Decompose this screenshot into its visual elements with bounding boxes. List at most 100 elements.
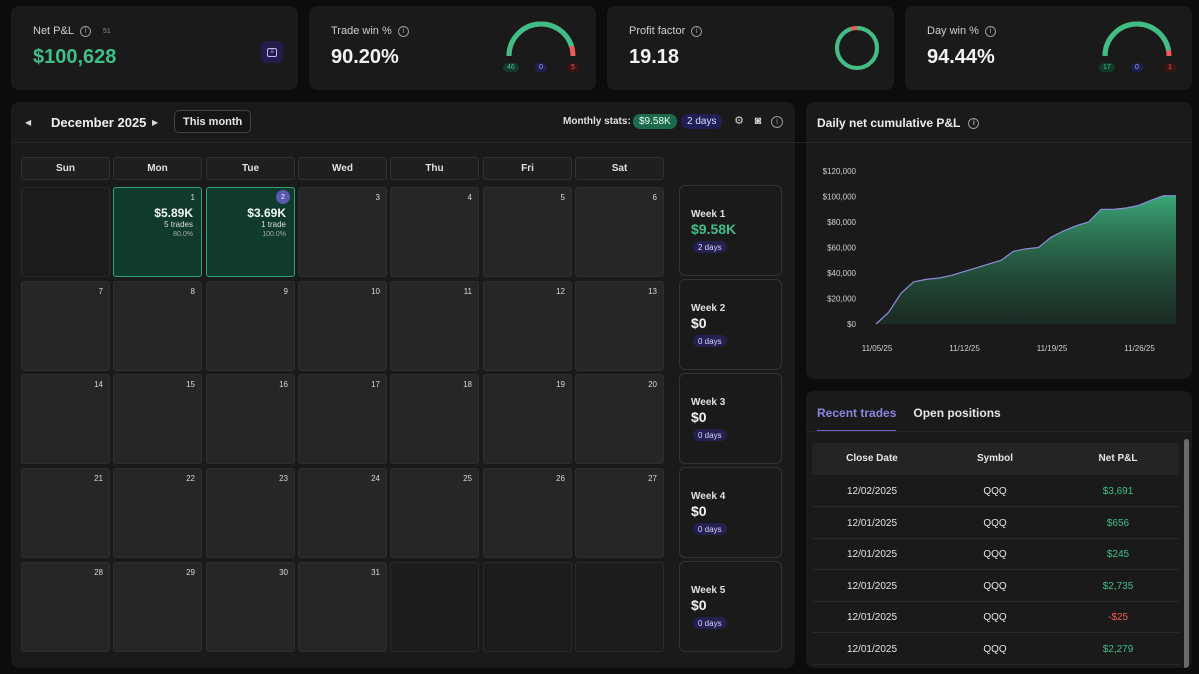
week-label: Week 4 xyxy=(691,491,726,502)
gauge-win-arc xyxy=(1102,21,1171,57)
tab-open-positions[interactable]: Open positions xyxy=(913,406,1001,420)
calendar-day-7[interactable]: 7 xyxy=(21,281,110,371)
kpi-label-row: Net P&L i 51 xyxy=(33,25,111,37)
calendar-day-15[interactable]: 15 xyxy=(113,374,202,464)
day-trade-count: 1 trade xyxy=(261,220,286,229)
table-row[interactable]: 12/01/2025 QQQ $656 xyxy=(812,508,1179,539)
y-tick-label: $60,000 xyxy=(827,244,856,253)
day-number: 23 xyxy=(279,474,288,483)
calendar-day-9[interactable]: 9 xyxy=(206,281,295,371)
weekday-header-thu: Thu xyxy=(390,157,479,180)
table-row[interactable]: 12/01/2025 QQQ -$25 xyxy=(812,602,1179,634)
table-row[interactable]: 12/01/2025 QQQ $2,735 xyxy=(812,571,1179,602)
day-number: 24 xyxy=(371,474,380,483)
calendar-day-empty xyxy=(575,562,664,652)
table-row[interactable]: 12/01/2025 QQQ $245 xyxy=(812,539,1179,571)
calendar-day-27[interactable]: 27 xyxy=(575,468,664,558)
calendar-day-14[interactable]: 14 xyxy=(21,374,110,464)
calendar-day-29[interactable]: 29 xyxy=(113,562,202,652)
day-number: 27 xyxy=(648,474,657,483)
week-days-badge: 0 days xyxy=(693,429,727,441)
settings-gear-icon[interactable]: ⚙ xyxy=(734,115,744,127)
info-icon[interactable]: i xyxy=(691,25,703,37)
kpi-label-row: Day win % i xyxy=(927,25,996,37)
cell-pnl: $2,279 xyxy=(1102,644,1134,655)
calendar-header: ◀ December 2025 ▶ This month Monthly sta… xyxy=(11,102,794,142)
trades-scrollbar[interactable] xyxy=(1184,439,1189,668)
week-summary-2[interactable]: Week 2 $0 0 days xyxy=(679,279,782,370)
x-tick-label: 11/19/25 xyxy=(1037,344,1068,353)
info-icon[interactable]: i xyxy=(984,25,996,37)
cell-pnl: -$25 xyxy=(1107,612,1128,624)
week-pnl: $9.58K xyxy=(691,221,737,237)
calendar-day-18[interactable]: 18 xyxy=(390,374,479,464)
calendar-day-23[interactable]: 23 xyxy=(206,468,295,558)
calendar-day-31[interactable]: 31 xyxy=(298,562,387,652)
cumulative-pnl-chart: $0 $20,000 $40,000 $60,000 $80,000 $100,000 $1… xyxy=(823,167,1176,353)
col-net-pnl[interactable]: Net P&L xyxy=(1098,453,1138,464)
calendar-day-13[interactable]: 13 xyxy=(575,281,664,371)
trades-tabs: Recent trades Open positions xyxy=(817,406,1001,432)
x-tick-label: 11/05/25 xyxy=(862,344,893,353)
y-tick-label: $40,000 xyxy=(827,269,856,278)
week-summary-5[interactable]: Week 5 $0 0 days xyxy=(679,561,782,652)
day-number: 13 xyxy=(648,287,657,296)
info-icon[interactable]: i xyxy=(397,25,409,37)
calendar-day-2[interactable]: 2 $3.69K 1 trade 100.0% xyxy=(206,187,295,277)
report-button[interactable]: ≡ xyxy=(261,41,283,63)
tab-recent-trades[interactable]: Recent trades xyxy=(817,406,897,432)
calendar-day-24[interactable]: 24 xyxy=(298,468,387,558)
calendar-day-3[interactable]: 3 xyxy=(298,187,387,277)
week-label: Week 5 xyxy=(691,585,726,596)
calendar-day-19[interactable]: 19 xyxy=(483,374,572,464)
info-icon[interactable]: i xyxy=(968,117,980,129)
week-summary-3[interactable]: Week 3 $0 0 days xyxy=(679,373,782,464)
calendar-day-10[interactable]: 10 xyxy=(298,281,387,371)
win-count-pill: 17 xyxy=(1099,63,1115,72)
month-title: December 2025 xyxy=(51,115,147,130)
cell-symbol: QQQ xyxy=(983,612,1007,624)
cell-symbol: QQQ xyxy=(983,486,1007,497)
prev-month-icon[interactable]: ◀ xyxy=(25,118,32,127)
week-pnl: $0 xyxy=(691,503,707,519)
table-row[interactable]: 12/02/2025 QQQ $3,691 xyxy=(812,476,1179,507)
col-close-date[interactable]: Close Date xyxy=(846,453,898,464)
table-row[interactable]: 12/01/2025 QQQ $2,279 xyxy=(812,634,1179,665)
day-number: 26 xyxy=(556,474,565,483)
calendar-day-1[interactable]: 1 $5.89K 5 trades 80.0% xyxy=(113,187,202,277)
calendar-day-17[interactable]: 17 xyxy=(298,374,387,464)
calendar-day-8[interactable]: 8 xyxy=(113,281,202,371)
y-tick-label: $120,000 xyxy=(823,167,857,176)
ring-fill xyxy=(835,26,879,70)
day-number: 16 xyxy=(279,380,288,389)
calendar-day-25[interactable]: 25 xyxy=(390,468,479,558)
calendar-day-30[interactable]: 30 xyxy=(206,562,295,652)
gauge-track xyxy=(506,21,576,57)
calendar-day-28[interactable]: 28 xyxy=(21,562,110,652)
calendar-day-16[interactable]: 16 xyxy=(206,374,295,464)
day-number: 20 xyxy=(648,380,657,389)
calendar-day-5[interactable]: 5 xyxy=(483,187,572,277)
week-summary-4[interactable]: Week 4 $0 0 days xyxy=(679,467,782,558)
calendar-day-20[interactable]: 20 xyxy=(575,374,664,464)
calendar-day-6[interactable]: 6 xyxy=(575,187,664,277)
this-month-button[interactable]: This month xyxy=(174,110,252,133)
day-number: 28 xyxy=(94,568,103,577)
calendar-day-22[interactable]: 22 xyxy=(113,468,202,558)
calendar-day-12[interactable]: 12 xyxy=(483,281,572,371)
info-icon[interactable]: i xyxy=(771,115,783,128)
calendar-day-4[interactable]: 4 xyxy=(390,187,479,277)
calendar-day-26[interactable]: 26 xyxy=(483,468,572,558)
week-days-badge: 0 days xyxy=(693,617,727,629)
camera-icon[interactable]: ◙ xyxy=(754,115,762,127)
col-symbol[interactable]: Symbol xyxy=(976,453,1014,464)
next-month-icon[interactable]: ▶ xyxy=(152,118,159,127)
week-days-badge: 2 days xyxy=(693,241,727,253)
day-pnl: $3.69K xyxy=(247,206,286,220)
week-summary-1[interactable]: Week 1 $9.58K 2 days xyxy=(679,185,782,276)
calendar-day-11[interactable]: 11 xyxy=(390,281,479,371)
gauge-track xyxy=(1102,21,1172,57)
info-icon[interactable]: i xyxy=(79,25,91,37)
day-number: 31 xyxy=(371,568,380,577)
calendar-day-21[interactable]: 21 xyxy=(21,468,110,558)
